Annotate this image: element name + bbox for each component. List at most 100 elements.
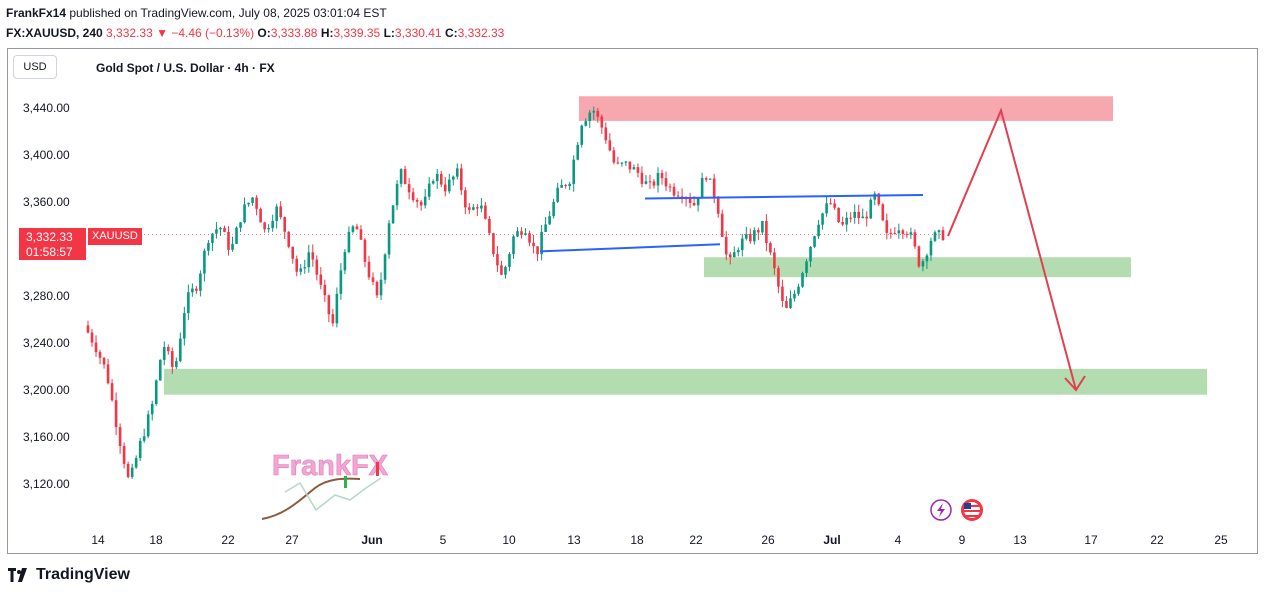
resistance-zone [579,96,1113,121]
candle-body [516,231,519,237]
candle-body [728,254,732,258]
x-tick-label: 17 [1084,533,1098,547]
candle-body [175,361,178,367]
candle-body [781,286,784,302]
candle-body [114,400,118,428]
candle-body [271,220,274,229]
candle-body [375,281,379,296]
candle-body [596,110,600,117]
candle-body [476,207,479,209]
price-change: −4.46 (−0.13%) [171,26,255,40]
candle-body [303,267,307,269]
candle-body [267,228,270,230]
watermark-candle [344,476,347,488]
candle-body [877,193,881,205]
candle-body [632,167,636,170]
candle-body [166,347,170,352]
candle-body [809,246,812,262]
currency-button[interactable]: USD [13,55,57,79]
candle-body [162,347,166,360]
candle-body [223,227,226,232]
chart-frame[interactable] [7,48,1258,554]
us-flag-canton [964,503,971,509]
candle-body [604,127,608,141]
candle-body [672,186,676,196]
candle-body [861,216,865,219]
candle-body [134,458,138,468]
watermark-text: FrankFX [272,450,389,482]
candle-body [395,183,399,206]
candle-body [897,230,901,234]
candle-body [243,204,246,223]
tradingview-logo-icon [8,568,27,582]
close-label: C: [444,26,458,40]
candle-body [628,161,632,170]
candle-body [447,179,451,192]
candle-body [122,445,126,464]
chart-title: Gold Spot / U.S. Dollar · 4h · FX [96,61,275,75]
candle-body [227,231,230,250]
candle-body [692,203,696,206]
candle-body [118,427,122,446]
candle-body [736,250,740,253]
y-tick-label: 3,200.00 [23,383,70,397]
candle-body [419,201,423,206]
support-zone-upper [704,257,1131,278]
candle-body [789,298,792,308]
candle-body [720,213,724,237]
author-name[interactable]: FrankFx14 [6,6,67,20]
candle-body [187,292,190,314]
candle-body [464,190,467,208]
candle-body [207,242,210,251]
trendline-upper [644,193,924,200]
candle-body [745,234,748,239]
candle-body [435,173,439,182]
candle-body [528,233,531,243]
candle-body [307,252,311,268]
candle-body [793,293,796,299]
candle-body [929,240,933,256]
tradingview-logo[interactable]: TradingView [8,566,130,584]
candle-body [170,351,174,367]
lightning-bolt-icon [937,503,945,517]
projection-arrowhead [1064,375,1086,392]
candle-body [291,246,295,259]
candle-body [716,198,720,214]
candle-body [86,325,90,333]
candle-body [941,230,945,240]
high-label: H: [320,26,334,40]
candle-body [712,178,716,199]
candle-body [263,222,266,230]
candle-body [564,185,567,187]
x-tick-label: 4 [895,533,902,547]
x-tick-label: 5 [440,533,447,547]
candle-body [704,178,708,180]
x-tick-label: 18 [630,533,644,547]
candle-body [869,199,873,219]
down-arrow-icon: ▼ [156,26,168,40]
symbol-tag: XAUUSD [88,228,142,245]
candle-body [138,440,142,459]
candle-body [909,232,913,235]
candle-body [749,234,752,242]
candle-body [532,242,535,247]
candle-body [508,254,511,267]
candle-body [211,233,214,243]
candle-body [817,224,820,237]
x-tick-label: 25 [1214,533,1228,547]
x-tick-label: 13 [1013,533,1027,547]
y-tick-label: 3,160.00 [23,430,70,444]
candle-body [423,196,427,206]
candle-body [568,184,571,186]
candle-body [371,277,375,282]
candle-body [484,205,487,219]
candle-body [327,295,331,315]
x-tick-label: 14 [91,533,105,547]
us-flag-stripe [964,505,980,507]
candle-body [580,125,584,145]
support-zone-lower [164,368,1207,395]
x-tick-label: 13 [567,533,581,547]
price-tag-value: 3,332.33 [26,230,73,244]
candle-body [387,223,391,255]
